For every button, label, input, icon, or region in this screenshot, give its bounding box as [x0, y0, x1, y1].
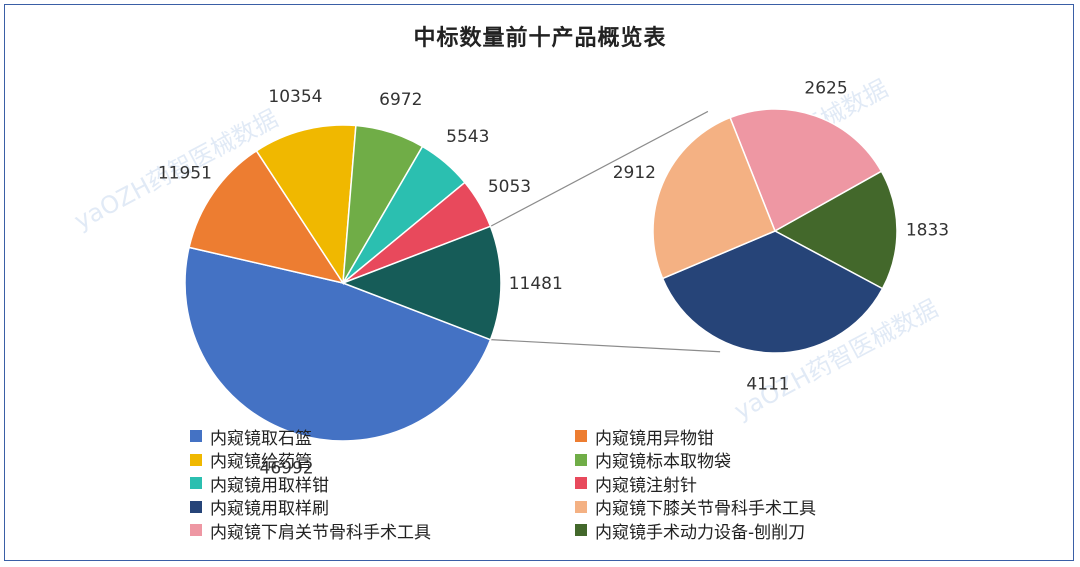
- sub-pie-slice-7: [661, 230, 884, 354]
- legend-swatch: [190, 453, 202, 466]
- pie-slice-1: [184, 246, 492, 442]
- sub-data-label-9: 2625: [804, 78, 847, 98]
- connector-lines: [490, 110, 721, 353]
- data-label-5: 5543: [446, 127, 489, 147]
- data-label-4: 6972: [379, 90, 422, 110]
- legend-swatch: [575, 453, 587, 466]
- legend-item: 内窥镜注射针: [575, 472, 697, 496]
- legend-label: 内窥镜下膝关节骨科手术工具: [595, 499, 816, 519]
- data-label-2: 11951: [158, 164, 212, 184]
- legend-swatch: [190, 430, 202, 442]
- chart-title: 中标数量前十产品概览表: [413, 26, 667, 51]
- legend-item: 内窥镜取石篮: [190, 425, 312, 449]
- legend-swatch: [575, 524, 587, 536]
- data-label-3: 10354: [268, 87, 322, 107]
- data-label-6: 5053: [488, 177, 531, 197]
- legend-item: 内窥镜手术动力设备-刨削刀: [575, 519, 806, 543]
- legend-swatch: [575, 477, 587, 489]
- legend-label: 内窥镜注射针: [595, 475, 697, 496]
- legend-item: 内窥镜用异物钳: [575, 425, 714, 449]
- legend-swatch: [190, 524, 202, 536]
- data-label-other: 11481: [509, 274, 563, 294]
- sub-pie-slice-10: [773, 170, 898, 290]
- legend-swatch: [575, 430, 587, 442]
- sub-data-label-8: 2912: [613, 163, 656, 183]
- chart-frame: [4, 4, 1074, 561]
- secondary-pie: [652, 108, 898, 354]
- legend-swatch: [190, 500, 202, 513]
- pie-slice-2: [188, 149, 345, 285]
- legend-item: 内窥镜给药管: [190, 449, 312, 472]
- legend-label: 内窥镜给药管: [210, 452, 312, 472]
- main-pie: [184, 124, 502, 442]
- connector-line-2: [490, 339, 721, 353]
- legend-item: 内窥镜标本取物袋: [575, 449, 731, 472]
- legend-swatch: [575, 500, 587, 513]
- legend-swatch: [190, 477, 202, 489]
- legend-label: 内窥镜用取样刷: [210, 499, 329, 519]
- sub-data-label-7: 4111: [746, 374, 789, 394]
- pie-slice-other: [340, 225, 502, 341]
- legend-item: 内窥镜下膝关节骨科手术工具: [575, 496, 816, 519]
- connector-line-1: [490, 110, 709, 227]
- pie-slice-3: [255, 124, 357, 286]
- legend-label: 内窥镜用异物钳: [595, 428, 714, 449]
- data-label-1: 46992: [260, 458, 314, 478]
- data-labels: 46992 11951 10354 6972 5543 5053 11481 2625 1833…: [158, 78, 949, 478]
- legend-label: 内窥镜标本取物袋: [595, 452, 731, 472]
- legend-item: 内窥镜用取样钳: [190, 472, 329, 496]
- legend-label: 内窥镜下肩关节骨科手术工具: [210, 522, 431, 543]
- sub-pie-slice-9: [729, 108, 883, 233]
- legend-label: 内窥镜用取样钳: [210, 475, 329, 496]
- legend-item: 内窥镜用取样刷: [190, 496, 329, 519]
- legend-label: 内窥镜手术动力设备-刨削刀: [595, 522, 806, 543]
- sub-pie-slice-8: [652, 116, 776, 280]
- legend-item: 内窥镜下肩关节骨科手术工具: [190, 519, 431, 543]
- sub-data-label-10: 1833: [906, 221, 949, 241]
- legend-label: 内窥镜取石篮: [210, 428, 312, 449]
